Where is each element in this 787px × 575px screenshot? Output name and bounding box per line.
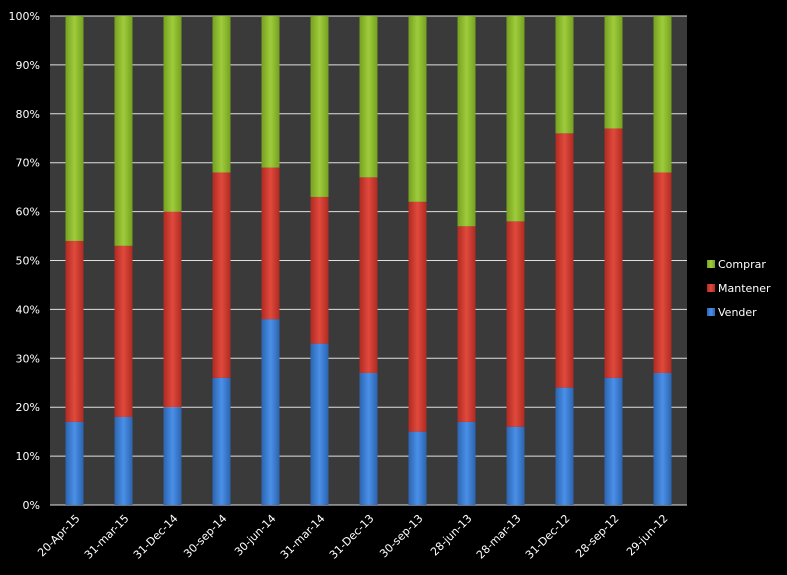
bar-segment-comprar: [261, 16, 280, 168]
bar-segment-mantener: [555, 133, 574, 388]
bar-segment-vender: [555, 387, 574, 505]
y-tick-label: 50%: [16, 255, 40, 268]
bar-segment-comprar: [604, 16, 623, 129]
bar-segment-comprar: [65, 16, 84, 241]
bar-segment-comprar: [555, 16, 574, 134]
x-tick-label: 20-Apr-15: [35, 512, 82, 559]
y-axis-ticks: 0% 10% 20% 30% 40% 50% 60% 70% 80% 90% 100%: [9, 10, 40, 512]
bar-segment-comprar: [653, 16, 672, 173]
x-tick-label: 30-sep-14: [181, 512, 229, 560]
y-tick-label: 30%: [16, 352, 40, 365]
bar-segment-comprar: [163, 16, 182, 212]
y-tick-label: 40%: [16, 303, 40, 316]
x-tick-label: 28-sep-12: [573, 512, 621, 560]
legend-label-vender: Vender: [718, 306, 757, 319]
y-tick-label: 90%: [16, 59, 40, 72]
bar-segment-comprar: [212, 16, 231, 173]
x-tick-label: 30-jun-14: [232, 512, 279, 559]
bar-segment-mantener: [261, 167, 280, 320]
y-tick-label: 80%: [16, 108, 40, 121]
y-tick-label: 10%: [16, 450, 40, 463]
bar-segment-vender: [457, 421, 476, 505]
bar-segment-comprar: [114, 16, 133, 246]
x-tick-label: 28-jun-13: [428, 512, 475, 559]
bar-segment-vender: [408, 431, 427, 505]
bar-segment-vender: [114, 416, 133, 505]
x-tick-label: 31-Dec-12: [523, 512, 573, 562]
legend-swatch-mantener: [707, 284, 715, 292]
bar-segment-vender: [261, 319, 280, 505]
bar-segment-vender: [212, 377, 231, 505]
legend-label-comprar: Comprar: [718, 258, 766, 271]
bar-segment-vender: [604, 377, 623, 505]
y-tick-label: 20%: [16, 401, 40, 414]
x-tick-label: 31-Dec-14: [131, 512, 181, 562]
x-tick-label: 29-jun-12: [624, 512, 671, 559]
bar-segment-mantener: [65, 240, 84, 422]
x-tick-label: 31-mar-15: [82, 512, 132, 562]
y-tick-label: 60%: [16, 206, 40, 219]
y-tick-label: 70%: [16, 157, 40, 170]
bar-segment-mantener: [163, 211, 182, 408]
bar-segment-mantener: [457, 226, 476, 422]
bar-segment-comprar: [506, 16, 525, 222]
legend: Comprar Mantener Vender: [707, 258, 771, 319]
legend-label-mantener: Mantener: [718, 282, 771, 295]
bar-segment-mantener: [114, 245, 133, 417]
bars: [65, 16, 672, 505]
bar-segment-mantener: [310, 196, 329, 344]
y-tick-label: 100%: [9, 10, 40, 23]
bar-segment-vender: [653, 372, 672, 505]
bar-segment-comprar: [457, 16, 476, 227]
bar-segment-vender: [359, 372, 378, 505]
x-tick-label: 31-Dec-13: [327, 512, 377, 562]
x-tick-label: 28-mar-13: [474, 512, 524, 562]
bar-segment-mantener: [408, 201, 427, 432]
y-tick-label: 0%: [23, 499, 40, 512]
bar-segment-comprar: [310, 16, 329, 197]
x-tick-label: 30-sep-13: [377, 512, 425, 560]
bar-segment-mantener: [653, 172, 672, 373]
bar-segment-vender: [506, 426, 525, 505]
bar-segment-mantener: [506, 221, 525, 427]
bar-segment-mantener: [604, 128, 623, 378]
x-axis-ticks: 20-Apr-15 31-mar-15 31-Dec-14 30-sep-14 30-j…: [35, 512, 670, 562]
legend-swatch-comprar: [707, 260, 715, 268]
bar-segment-vender: [163, 407, 182, 505]
x-tick-label: 31-mar-14: [278, 512, 328, 562]
legend-swatch-vender: [707, 308, 715, 316]
bar-segment-mantener: [359, 177, 378, 373]
bar-segment-vender: [310, 343, 329, 505]
bar-segment-mantener: [212, 172, 231, 378]
bar-segment-comprar: [359, 16, 378, 178]
bar-segment-comprar: [408, 16, 427, 202]
bar-segment-vender: [65, 421, 84, 505]
